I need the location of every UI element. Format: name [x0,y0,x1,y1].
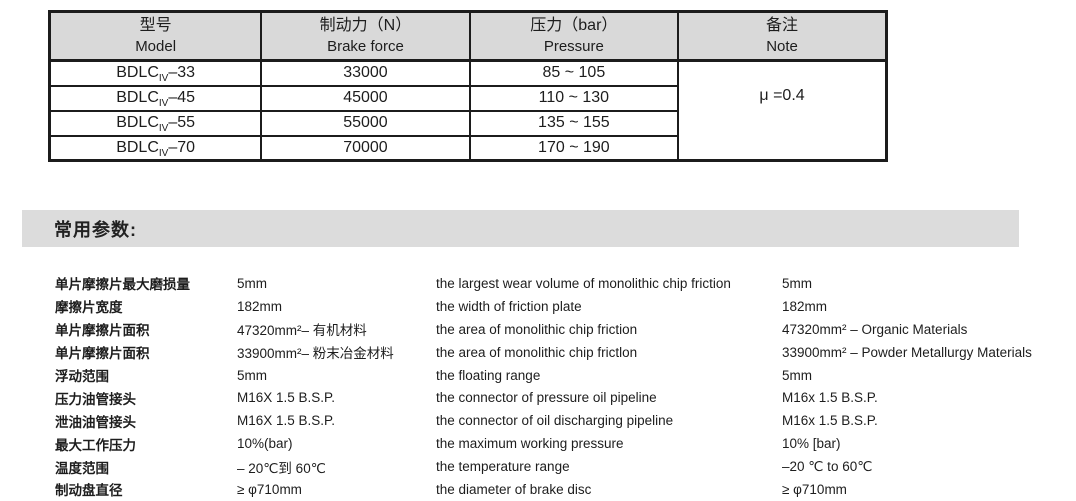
param-zh-label: 单片摩擦片面积 [55,323,150,339]
param-zh-value: ≥ φ710mm [237,481,302,497]
parameter-row: 制动盘直径 ≥ φ710mm the diameter of brake dis… [55,478,1076,501]
col-header-pressure-en: Pressure [543,38,604,55]
param-zh-value: M16X 1.5 B.S.P. [237,413,336,429]
parameter-row: 最大工作压力 10%(bar) the maximum working pres… [55,432,1076,455]
param-en-value: M16x 1.5 B.S.P. [782,413,878,429]
model-subscript: IV [158,98,169,110]
param-zh-label: 温度范围 [55,460,109,476]
col-header-brake-force: 制动力（N） Brake force [260,10,471,62]
parameter-row: 摩擦片宽度 182mm the width of friction plate … [55,295,1076,318]
table-row: BDLCIV–70 70000 170 ~ 190 [48,134,887,162]
col-header-brake-force-en: Brake force [327,38,404,55]
brake-force-cell: 55000 [260,109,471,137]
model-cell: BDLCIV–33 [48,59,263,87]
parameter-row: 单片摩擦片面积 33900mm²– 粉末冶金材料 the area of mon… [55,341,1076,364]
param-en-label: the connector of oil discharging pipelin… [436,413,674,429]
param-en-label: the diameter of brake disc [436,481,592,497]
parameter-row: 泄油油管接头 M16X 1.5 B.S.P. the connector of … [55,409,1076,432]
parameter-row: 压力油管接头 M16X 1.5 B.S.P. the connector of … [55,386,1076,409]
param-en-label: the area of monolithic chip friction [436,321,638,337]
pressure-cell: 85 ~ 105 [468,59,680,87]
col-header-note-zh: 备注 [766,17,799,34]
col-header-brake-force-zh: 制动力（N） [319,17,412,34]
pressure-cell: 110 ~ 130 [468,84,680,112]
param-en-label: the area of monolithic chip frictlon [436,344,638,360]
spec-table-header-row: 型号 Model 制动力（N） Brake force 压力（bar） Pres… [48,10,888,62]
param-zh-value: 5mm [237,275,267,291]
pressure-cell: 135 ~ 155 [468,109,680,137]
param-zh-value: – 20℃到 60℃ [237,460,326,476]
model-suffix: –70 [168,138,196,156]
col-header-note-en: Note [766,38,798,55]
pressure-cell: 170 ~ 190 [468,134,680,162]
param-en-label: the connector of pressure oil pipeline [436,390,657,406]
parameters-list: 单片摩擦片最大磨损量 5mm the largest wear volume o… [55,272,1076,501]
param-zh-label: 制动盘直径 [55,483,123,499]
model-cell: BDLCIV–55 [48,109,263,137]
model-suffix: –33 [168,64,196,82]
param-en-value: –20 ℃ to 60℃ [782,458,873,474]
model-suffix: –45 [168,89,196,106]
param-en-value: 33900mm² – Powder Metallurgy Materials [782,344,1032,360]
param-en-value: ≥ φ710mm [782,481,847,497]
model-prefix: BDLC [116,114,159,131]
table-row: BDLCIV–33 33000 85 ~ 105 μ =0.4 [48,59,888,162]
model-prefix: BDLC [116,138,159,156]
param-zh-label: 单片摩擦片最大磨损量 [55,277,190,293]
param-en-value: 10% [bar) [782,436,841,452]
col-header-pressure: 压力（bar） Pressure [468,10,680,62]
model-subscript: IV [158,123,169,135]
col-header-model-en: Model [135,38,177,55]
model-subscript: IV [158,73,169,85]
section-title: 常用参数: [54,219,137,240]
param-en-value: 47320mm² – Organic Materials [782,321,968,337]
param-en-label: the maximum working pressure [436,436,624,452]
param-en-value: 5mm [782,367,812,383]
param-zh-label: 摩擦片宽度 [55,300,123,316]
param-en-label: the width of friction plate [436,298,582,314]
param-zh-label: 压力油管接头 [55,391,136,407]
brake-force-cell: 45000 [260,84,471,112]
parameter-row: 浮动范围 5mm the floating range 5mm [55,364,1076,387]
param-en-label: the floating range [436,367,541,383]
model-cell: BDLCIV–70 [48,134,263,162]
brake-force-cell: 70000 [260,134,471,162]
param-zh-value: 47320mm²– 有机材料 [237,323,367,339]
col-header-pressure-zh: 压力（bar） [530,17,618,34]
table-row: BDLCIV–55 55000 135 ~ 155 [48,109,887,137]
parameter-row: 单片摩擦片最大磨损量 5mm the largest wear volume o… [55,272,1076,295]
col-header-note: 备注 Note [677,10,888,62]
model-prefix: BDLC [116,64,159,82]
model-cell: BDLCIV–45 [48,84,263,112]
param-zh-value: 182mm [237,298,283,314]
parameter-row: 单片摩擦片面积 47320mm²– 有机材料 the area of monol… [55,318,1076,341]
param-zh-label: 浮动范围 [55,369,109,384]
param-zh-value: 33900mm²– 粉末冶金材料 [237,346,394,362]
section-header-bar: 常用参数: [22,210,1019,247]
col-header-model: 型号 Model [48,10,263,62]
param-zh-value: M16X 1.5 B.S.P. [237,390,336,406]
model-prefix: BDLC [116,89,159,106]
param-zh-value: 10%(bar) [237,436,293,452]
param-en-value: 5mm [782,275,812,291]
model-suffix: –55 [168,114,196,131]
param-en-label: the temperature range [436,459,570,475]
param-en-value: M16x 1.5 B.S.P. [782,390,878,406]
spec-table: 型号 Model 制动力（N） Brake force 压力（bar） Pres… [48,10,888,162]
param-zh-value: 5mm [237,367,267,383]
note-cell: μ =0.4 [677,59,888,162]
param-zh-label: 泄油油管接头 [55,414,136,430]
parameter-row: 温度范围 – 20℃到 60℃ the temperature range –2… [55,455,1076,478]
table-row: BDLCIV–45 45000 110 ~ 130 [48,84,887,112]
param-zh-label: 单片摩擦片面积 [55,346,150,362]
param-en-value: 182mm [782,298,828,314]
brake-force-cell: 33000 [260,59,471,87]
col-header-model-zh: 型号 [139,17,172,34]
param-zh-label: 最大工作压力 [55,437,136,453]
model-subscript: IV [158,147,169,159]
param-en-label: the largest wear volume of monolithic ch… [436,275,731,291]
